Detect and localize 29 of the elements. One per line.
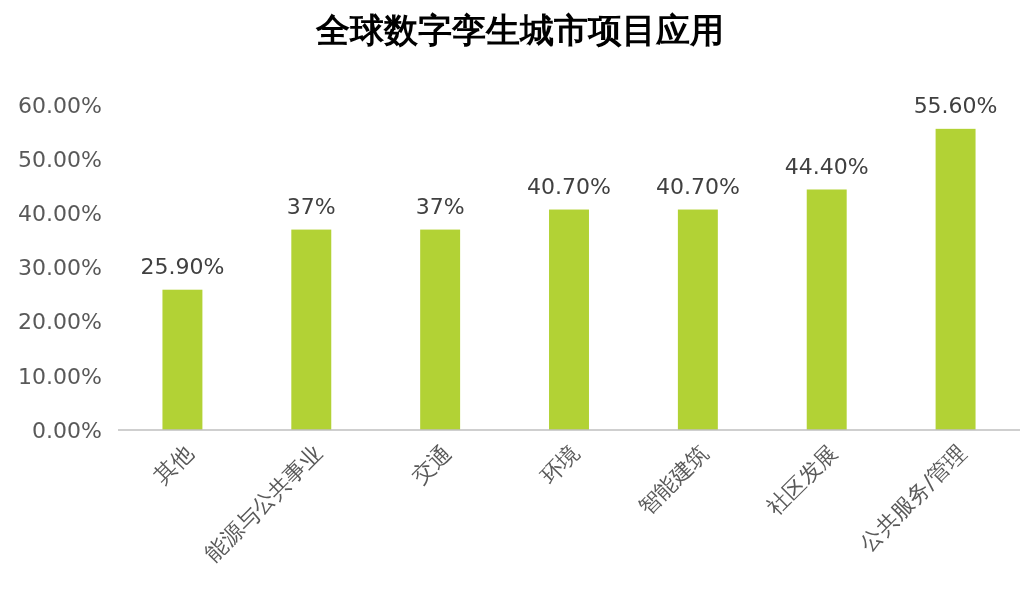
y-tick-label: 60.00% (18, 92, 102, 118)
bar (162, 289, 203, 430)
data-label: 40.70% (527, 173, 611, 199)
x-tick-label: 公共服务/管理 (854, 439, 972, 557)
data-label: 55.60% (913, 92, 998, 118)
y-tick-label: 40.00% (18, 201, 102, 227)
data-label: 37% (415, 193, 465, 219)
x-tick-label: 社区发展 (762, 439, 843, 520)
x-tick-label: 智能建筑 (633, 439, 714, 520)
y-tick-label: 30.00% (18, 255, 102, 281)
y-tick-label: 20.00% (18, 309, 102, 335)
data-label: 25.90% (140, 253, 225, 279)
data-label: 40.70% (655, 173, 740, 199)
chart-title: 全球数字孪生城市项目应用 (315, 10, 724, 50)
x-tick-label: 环境 (535, 439, 585, 489)
x-tick-label: 其他 (149, 439, 198, 489)
x-tick-label: 交通 (406, 439, 456, 489)
y-tick-label: 10.00% (18, 363, 102, 389)
y-tick-label: 50.00% (18, 146, 102, 172)
bar (420, 229, 461, 430)
data-label: 44.40% (784, 153, 869, 179)
x-tick-label: 能源与公共事业 (200, 439, 327, 567)
y-tick-label: 0.00% (32, 417, 102, 443)
bar (935, 128, 976, 430)
bar (806, 189, 847, 430)
data-label: 37% (286, 193, 336, 219)
bar (549, 209, 589, 430)
bar (291, 229, 332, 430)
bar (677, 209, 718, 430)
